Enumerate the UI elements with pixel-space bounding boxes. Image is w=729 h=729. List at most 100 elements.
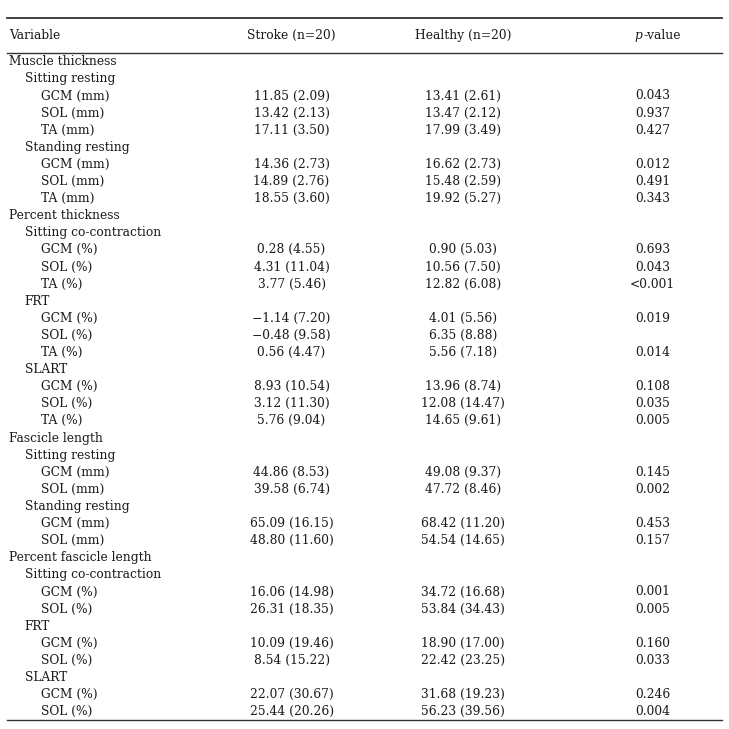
Text: 0.28 (4.55): 0.28 (4.55) <box>257 243 326 257</box>
Text: 0.145: 0.145 <box>635 466 670 479</box>
Text: Muscle thickness: Muscle thickness <box>9 55 117 69</box>
Text: GCM (mm): GCM (mm) <box>41 466 109 479</box>
Text: 18.90 (17.00): 18.90 (17.00) <box>421 637 504 650</box>
Text: 13.96 (8.74): 13.96 (8.74) <box>425 381 501 393</box>
Text: 0.002: 0.002 <box>635 483 670 496</box>
Text: Sitting resting: Sitting resting <box>25 448 115 461</box>
Text: SOL (mm): SOL (mm) <box>41 175 104 188</box>
Text: 12.82 (6.08): 12.82 (6.08) <box>425 278 501 291</box>
Text: 0.001: 0.001 <box>635 585 670 599</box>
Text: GCM (%): GCM (%) <box>41 688 98 701</box>
Text: GCM (%): GCM (%) <box>41 381 98 393</box>
Text: TA (%): TA (%) <box>41 415 82 427</box>
Text: 14.36 (2.73): 14.36 (2.73) <box>254 158 330 171</box>
Text: 53.84 (34.43): 53.84 (34.43) <box>421 603 505 615</box>
Text: 10.09 (19.46): 10.09 (19.46) <box>249 637 334 650</box>
Text: 13.41 (2.61): 13.41 (2.61) <box>425 90 501 103</box>
Text: GCM (mm): GCM (mm) <box>41 158 109 171</box>
Text: 26.31 (18.35): 26.31 (18.35) <box>250 603 333 615</box>
Text: 17.99 (3.49): 17.99 (3.49) <box>425 124 501 136</box>
Text: 3.12 (11.30): 3.12 (11.30) <box>254 397 330 410</box>
Text: 19.92 (5.27): 19.92 (5.27) <box>425 192 501 205</box>
Text: TA (mm): TA (mm) <box>41 124 94 136</box>
Text: SOL (mm): SOL (mm) <box>41 483 104 496</box>
Text: 31.68 (19.23): 31.68 (19.23) <box>421 688 505 701</box>
Text: GCM (%): GCM (%) <box>41 637 98 650</box>
Text: Sitting resting: Sitting resting <box>25 72 115 85</box>
Text: GCM (%): GCM (%) <box>41 585 98 599</box>
Text: 49.08 (9.37): 49.08 (9.37) <box>425 466 501 479</box>
Text: 11.85 (2.09): 11.85 (2.09) <box>254 90 330 103</box>
Text: 10.56 (7.50): 10.56 (7.50) <box>425 260 501 273</box>
Text: 0.014: 0.014 <box>635 346 670 359</box>
Text: 12.08 (14.47): 12.08 (14.47) <box>421 397 505 410</box>
Text: 0.108: 0.108 <box>635 381 670 393</box>
Text: SOL (%): SOL (%) <box>41 397 92 410</box>
Text: Standing resting: Standing resting <box>25 500 130 513</box>
Text: 22.07 (30.67): 22.07 (30.67) <box>250 688 333 701</box>
Text: 0.019: 0.019 <box>635 312 670 325</box>
Text: 0.035: 0.035 <box>635 397 670 410</box>
Text: Percent fascicle length: Percent fascicle length <box>9 551 152 564</box>
Text: SOL (%): SOL (%) <box>41 705 92 718</box>
Text: 6.35 (8.88): 6.35 (8.88) <box>429 329 497 342</box>
Text: 47.72 (8.46): 47.72 (8.46) <box>425 483 501 496</box>
Text: Healthy (n=20): Healthy (n=20) <box>415 29 511 42</box>
Text: SOL (%): SOL (%) <box>41 654 92 667</box>
Text: 0.160: 0.160 <box>635 637 670 650</box>
Text: 25.44 (20.26): 25.44 (20.26) <box>249 705 334 718</box>
Text: 56.23 (39.56): 56.23 (39.56) <box>421 705 505 718</box>
Text: −0.48 (9.58): −0.48 (9.58) <box>252 329 331 342</box>
Text: 4.01 (5.56): 4.01 (5.56) <box>429 312 497 325</box>
Text: GCM (%): GCM (%) <box>41 312 98 325</box>
Text: Sitting co-contraction: Sitting co-contraction <box>25 569 161 581</box>
Text: 14.65 (9.61): 14.65 (9.61) <box>425 415 501 427</box>
Text: 8.54 (15.22): 8.54 (15.22) <box>254 654 330 667</box>
Text: 0.012: 0.012 <box>635 158 670 171</box>
Text: 5.76 (9.04): 5.76 (9.04) <box>257 415 326 427</box>
Text: Variable: Variable <box>9 29 60 42</box>
Text: 18.55 (3.60): 18.55 (3.60) <box>254 192 330 205</box>
Text: 44.86 (8.53): 44.86 (8.53) <box>254 466 330 479</box>
Text: 16.06 (14.98): 16.06 (14.98) <box>249 585 334 599</box>
Text: 48.80 (11.60): 48.80 (11.60) <box>249 534 334 547</box>
Text: 16.62 (2.73): 16.62 (2.73) <box>425 158 501 171</box>
Text: 0.90 (5.03): 0.90 (5.03) <box>429 243 497 257</box>
Text: SOL (%): SOL (%) <box>41 603 92 615</box>
Text: Standing resting: Standing resting <box>25 141 130 154</box>
Text: Stroke (n=20): Stroke (n=20) <box>247 29 336 42</box>
Text: 13.42 (2.13): 13.42 (2.13) <box>254 106 330 120</box>
Text: p: p <box>634 29 642 42</box>
Text: TA (%): TA (%) <box>41 278 82 291</box>
Text: 34.72 (16.68): 34.72 (16.68) <box>421 585 505 599</box>
Text: −1.14 (7.20): −1.14 (7.20) <box>252 312 331 325</box>
Text: 0.005: 0.005 <box>635 415 670 427</box>
Text: 68.42 (11.20): 68.42 (11.20) <box>421 517 505 530</box>
Text: FRT: FRT <box>25 295 50 308</box>
Text: SLART: SLART <box>25 363 67 376</box>
Text: Percent thickness: Percent thickness <box>9 209 120 222</box>
Text: 3.77 (5.46): 3.77 (5.46) <box>257 278 326 291</box>
Text: <0.001: <0.001 <box>630 278 675 291</box>
Text: SOL (%): SOL (%) <box>41 329 92 342</box>
Text: 0.004: 0.004 <box>635 705 670 718</box>
Text: GCM (%): GCM (%) <box>41 243 98 257</box>
Text: SOL (mm): SOL (mm) <box>41 534 104 547</box>
Text: GCM (mm): GCM (mm) <box>41 90 109 103</box>
Text: 5.56 (7.18): 5.56 (7.18) <box>429 346 497 359</box>
Text: 0.043: 0.043 <box>635 90 670 103</box>
Text: 22.42 (23.25): 22.42 (23.25) <box>421 654 505 667</box>
Text: 0.453: 0.453 <box>635 517 670 530</box>
Text: 0.005: 0.005 <box>635 603 670 615</box>
Text: SOL (mm): SOL (mm) <box>41 106 104 120</box>
Text: 17.11 (3.50): 17.11 (3.50) <box>254 124 330 136</box>
Text: TA (%): TA (%) <box>41 346 82 359</box>
Text: Fascicle length: Fascicle length <box>9 432 103 445</box>
Text: 0.937: 0.937 <box>635 106 670 120</box>
Text: 0.246: 0.246 <box>635 688 670 701</box>
Text: 14.89 (2.76): 14.89 (2.76) <box>254 175 330 188</box>
Text: 0.427: 0.427 <box>635 124 670 136</box>
Text: 0.343: 0.343 <box>635 192 670 205</box>
Text: FRT: FRT <box>25 620 50 633</box>
Text: 0.157: 0.157 <box>635 534 670 547</box>
